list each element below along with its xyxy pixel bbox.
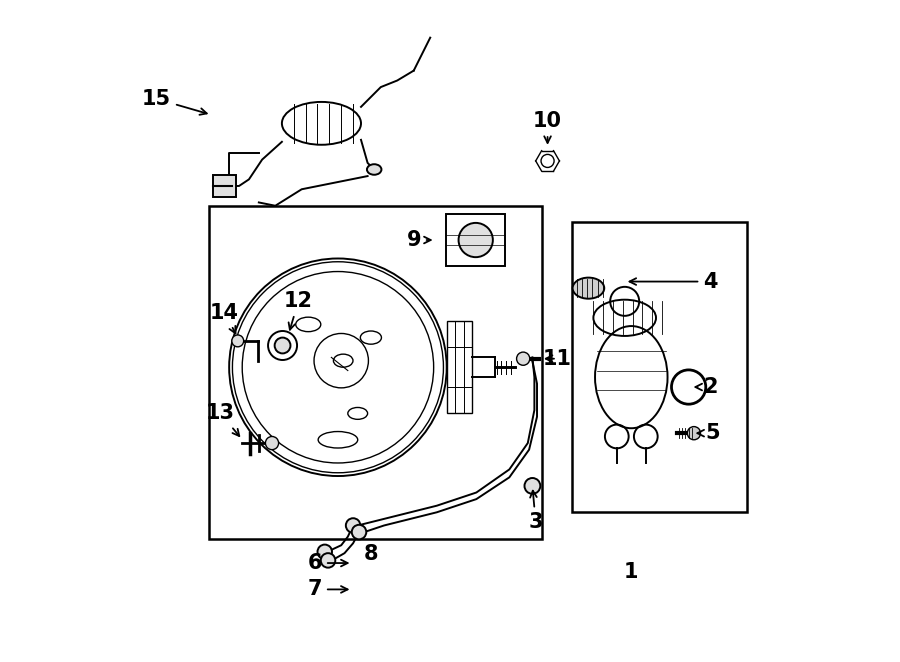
Circle shape <box>688 426 700 440</box>
Ellipse shape <box>367 164 382 175</box>
Circle shape <box>346 518 360 533</box>
Text: 10: 10 <box>533 111 562 143</box>
Bar <box>212 175 236 197</box>
Circle shape <box>266 436 279 449</box>
Text: 15: 15 <box>142 89 207 115</box>
Text: 3: 3 <box>528 491 543 532</box>
Text: 6: 6 <box>308 553 347 573</box>
Circle shape <box>352 525 366 540</box>
Text: 9: 9 <box>407 230 431 250</box>
Circle shape <box>318 545 332 559</box>
Text: 12: 12 <box>284 291 313 330</box>
Text: 5: 5 <box>698 423 720 443</box>
Circle shape <box>274 338 291 354</box>
Circle shape <box>230 258 446 476</box>
Ellipse shape <box>572 277 604 299</box>
Bar <box>572 222 747 512</box>
Circle shape <box>320 553 336 567</box>
Text: 4: 4 <box>629 271 717 291</box>
Circle shape <box>525 478 540 494</box>
Circle shape <box>459 223 493 257</box>
Text: 2: 2 <box>696 377 717 397</box>
Bar <box>210 206 543 539</box>
Text: 7: 7 <box>308 579 347 599</box>
Bar <box>446 214 506 266</box>
Circle shape <box>232 335 244 347</box>
Bar <box>446 321 472 413</box>
Text: 11: 11 <box>543 349 572 369</box>
Text: 8: 8 <box>364 544 378 564</box>
Text: 14: 14 <box>210 303 239 334</box>
Circle shape <box>517 352 530 365</box>
Text: 13: 13 <box>206 403 239 436</box>
Text: 1: 1 <box>624 561 638 582</box>
